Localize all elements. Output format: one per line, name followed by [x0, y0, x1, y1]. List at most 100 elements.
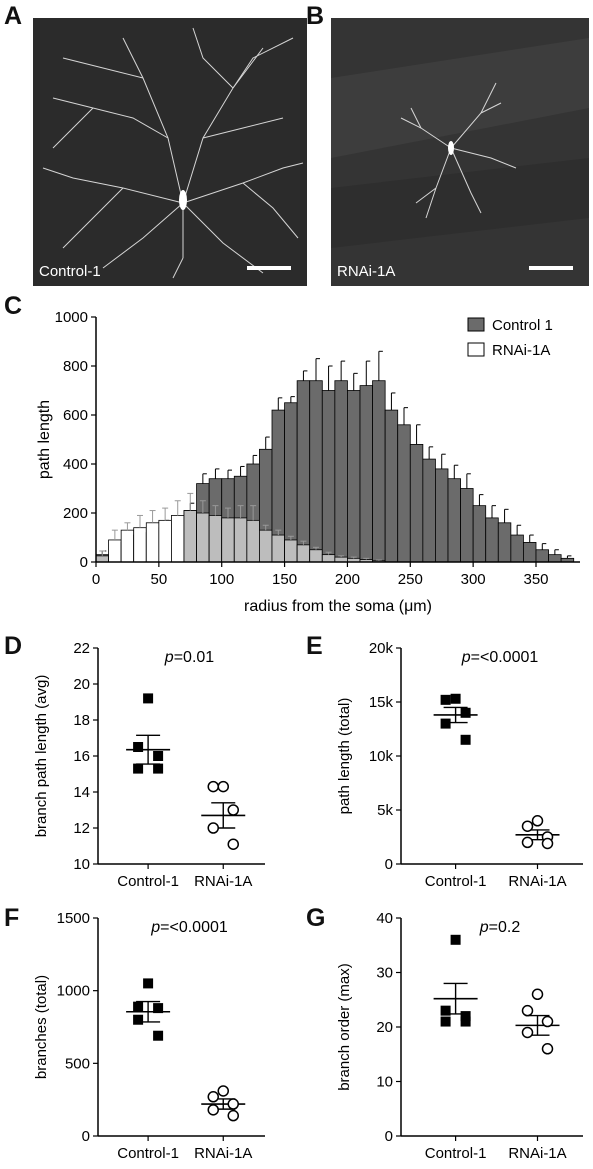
panel-letter-d: D — [4, 632, 23, 660]
bar-control-1 — [497, 522, 512, 563]
y-axis-label: path length (total) — [336, 698, 353, 815]
micrograph-label-rnai: RNAi-1A — [337, 263, 396, 280]
y-tick-label: 20k — [369, 640, 394, 657]
bar-control-1 — [523, 542, 537, 563]
x-tick-label: RNAi-1A — [508, 1145, 566, 1162]
data-point-rnai — [227, 1098, 239, 1110]
x-tick-label: 150 — [272, 571, 297, 588]
bar-rnai-1a — [221, 517, 235, 563]
legend-swatch-rnai-1a — [467, 342, 485, 357]
panel-letter-c: C — [4, 292, 23, 320]
data-point-rnai — [531, 815, 544, 827]
bar-control-1 — [409, 443, 424, 563]
y-tick-label: 20 — [376, 1019, 393, 1036]
legend-label-control-1: Control 1 — [492, 317, 553, 334]
y-tick-label: 1000 — [55, 309, 88, 326]
micrograph-label-control: Control-1 — [39, 263, 101, 280]
data-point-control — [450, 693, 461, 704]
scale-bar — [529, 266, 573, 270]
y-tick-label: 0 — [385, 1128, 393, 1145]
x-tick-label: 0 — [92, 571, 100, 588]
data-point-control — [460, 1016, 471, 1027]
y-tick-label: 1000 — [57, 983, 90, 1000]
bar-control-1 — [472, 505, 487, 563]
bar-control-1 — [485, 517, 499, 563]
bar-rnai-1a — [309, 549, 323, 563]
x-tick-label: Control-1 — [117, 873, 179, 890]
data-point-control — [153, 1030, 164, 1041]
y-tick-label: 500 — [65, 1055, 90, 1072]
scale-bar — [247, 266, 291, 270]
y-tick-label: 400 — [63, 456, 88, 473]
panel-letter-f: F — [4, 904, 20, 932]
y-tick-label: 14 — [73, 784, 90, 801]
bar-rnai-1a — [183, 510, 197, 563]
data-point-control — [460, 1011, 471, 1022]
y-tick-label: 15k — [369, 694, 394, 711]
data-point-control — [143, 978, 154, 989]
micrograph-control: Control-1 — [33, 18, 307, 286]
y-tick-label: 20 — [73, 676, 90, 693]
data-point-rnai — [227, 1109, 239, 1122]
data-point-rnai — [207, 1104, 219, 1116]
bar-control-1 — [334, 380, 348, 563]
bar-control-1 — [447, 478, 461, 563]
bar-control-1 — [296, 380, 311, 563]
x-tick-label: 300 — [461, 571, 486, 588]
y-tick-label: 10k — [369, 748, 394, 765]
bar-rnai-1a — [120, 529, 135, 563]
data-point-control — [133, 1014, 144, 1025]
y-tick-label: 30 — [376, 965, 393, 982]
data-point-control — [153, 763, 164, 774]
panel-letter-b: B — [306, 2, 325, 30]
data-point-control — [153, 1003, 164, 1014]
y-tick-label: 600 — [63, 407, 88, 424]
data-point-control — [440, 718, 451, 729]
x-tick-label: Control-1 — [117, 1145, 179, 1162]
bar-control-1 — [460, 488, 474, 563]
y-tick-label: 0 — [385, 856, 393, 873]
data-point-rnai — [521, 820, 534, 832]
bar-control-1 — [535, 549, 549, 563]
p-value-annotation: p=<0.0001 — [150, 919, 228, 936]
y-tick-label: 40 — [376, 910, 393, 927]
p-value-annotation: p=<0.0001 — [461, 649, 539, 666]
p-value-annotation: p=0.01 — [164, 649, 214, 666]
x-tick-label: Control-1 — [425, 1145, 487, 1162]
bar-control-1 — [384, 409, 399, 563]
bar-rnai-1a — [208, 515, 223, 563]
data-point-control — [450, 934, 461, 945]
data-point-control — [133, 742, 144, 752]
x-tick-label: 250 — [398, 571, 423, 588]
y-tick-label: 0 — [80, 554, 88, 571]
y-tick-label: 22 — [73, 640, 90, 657]
y-tick-label: 10 — [73, 856, 90, 873]
neuron-image-control — [33, 18, 307, 286]
bar-control-1 — [347, 390, 361, 563]
x-tick-label: 200 — [335, 571, 360, 588]
y-tick-label: 0 — [82, 1128, 90, 1145]
x-tick-label: Control-1 — [425, 873, 487, 890]
x-tick-label: RNAi-1A — [194, 1145, 252, 1162]
bar-rnai-1a — [296, 544, 311, 563]
data-point-rnai — [531, 988, 544, 1001]
bar-control-1 — [422, 458, 436, 563]
x-tick-label: 350 — [523, 571, 548, 588]
y-axis-label: branches (total) — [33, 975, 50, 1079]
data-point-rnai — [227, 804, 239, 816]
data-point-control — [143, 693, 154, 704]
bar-rnai-1a — [158, 519, 172, 563]
panel-letter-g: G — [306, 904, 326, 932]
data-point-rnai — [227, 838, 239, 850]
legend-label-rnai-1a: RNAi-1A — [492, 342, 550, 359]
x-axis-label: radius from the soma (μm) — [244, 598, 432, 615]
data-point-rnai — [521, 836, 534, 849]
bar-control-1 — [510, 534, 524, 563]
y-tick-label: 200 — [63, 505, 88, 522]
y-tick-label: 800 — [63, 358, 88, 375]
y-axis-label: path length — [36, 400, 53, 479]
data-point-control — [440, 694, 451, 705]
data-point-rnai — [521, 1004, 534, 1017]
data-point-control — [153, 751, 164, 761]
data-point-rnai — [541, 1015, 554, 1028]
